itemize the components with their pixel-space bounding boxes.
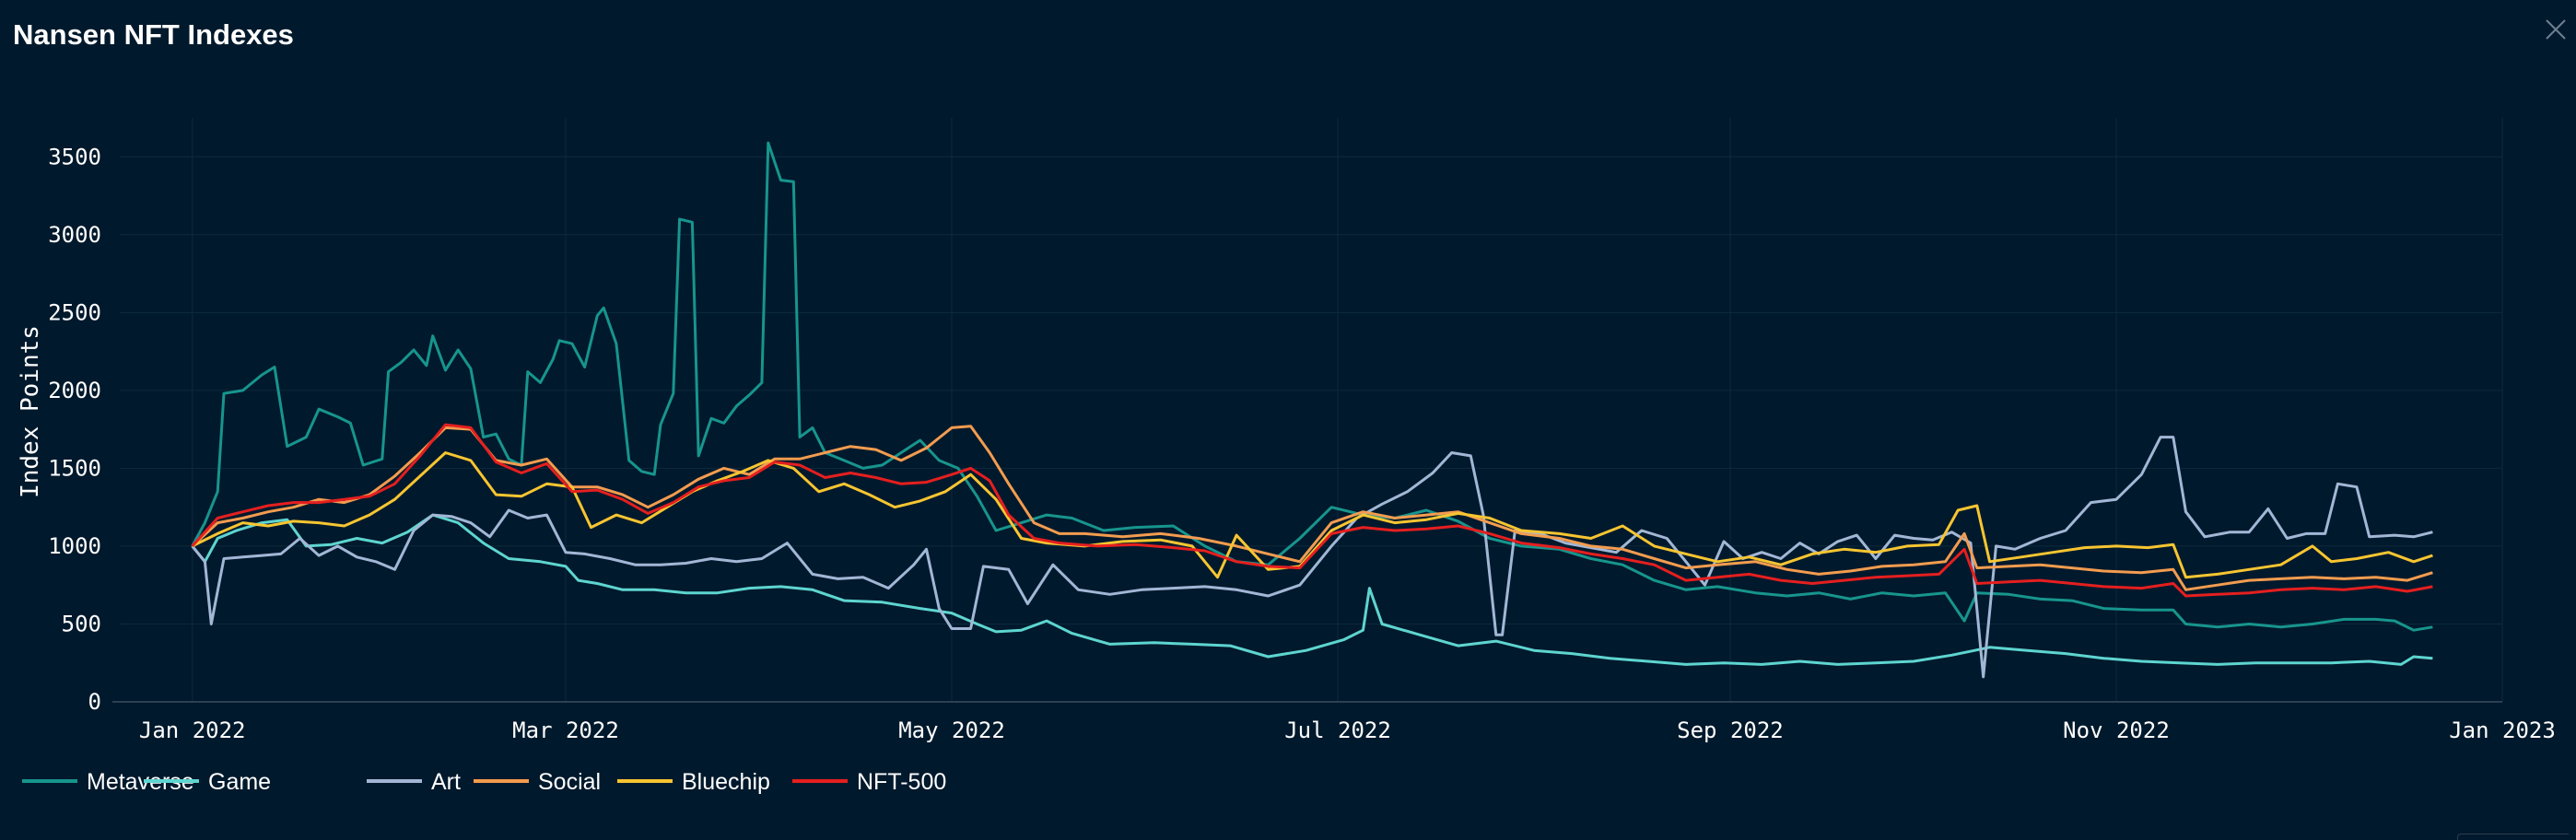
legend-item-art[interactable]: Art xyxy=(367,769,461,795)
series-line-social xyxy=(191,425,2433,591)
legend: Metaverse Game Art Social Bluechip NFT-500 xyxy=(22,769,946,795)
x-tick-label: Mar 2022 xyxy=(512,718,619,743)
close-button[interactable] xyxy=(2537,11,2574,48)
y-tick-label: 3500 xyxy=(48,144,101,169)
gridlines xyxy=(120,118,2503,702)
y-axis-title: Index Points xyxy=(17,325,44,498)
y-tick-label: 3000 xyxy=(48,222,101,248)
legend-item-bluechip[interactable]: Bluechip xyxy=(617,769,770,795)
y-tick-label: 0 xyxy=(88,689,101,715)
series-line-art xyxy=(191,436,2433,679)
series-line-nft-500 xyxy=(191,423,2433,598)
series-line-bluechip xyxy=(192,451,2433,579)
series-line-metaverse xyxy=(191,141,2433,632)
legend-item-nft-500[interactable]: NFT-500 xyxy=(792,769,946,795)
x-tick-label: Jul 2022 xyxy=(1284,718,1391,743)
x-tick-label: May 2022 xyxy=(898,718,1005,743)
x-tick-label: Jan 2023 xyxy=(2449,718,2556,743)
legend-label: NFT-500 xyxy=(857,769,946,795)
y-tick-label: 500 xyxy=(62,611,101,636)
y-tick-label: 2500 xyxy=(48,299,101,325)
legend-item-social[interactable]: Social xyxy=(474,769,601,795)
y-tick-label: 1000 xyxy=(48,533,101,559)
series-line-game xyxy=(191,513,2433,666)
legend-label: Game xyxy=(208,769,271,795)
legend-item-game[interactable]: Game xyxy=(144,769,271,795)
series-lines xyxy=(191,141,2433,679)
close-icon xyxy=(2546,19,2566,40)
x-tick-label: Jan 2022 xyxy=(139,718,246,743)
legend-label: Bluechip xyxy=(682,769,770,795)
legend-label: Art xyxy=(431,769,461,795)
x-tick-label: Sep 2022 xyxy=(1677,718,1784,743)
x-tick-label: Nov 2022 xyxy=(2063,718,2170,743)
legend-label: Social xyxy=(538,769,601,795)
page-title: Nansen NFT Indexes xyxy=(13,18,294,51)
y-tick-label: 1500 xyxy=(48,455,101,481)
y-tick-label: 2000 xyxy=(48,378,101,403)
axes: 0 500 1000 1500 2000 2500 3000 3500 Jan 2022 Mar … xyxy=(17,144,2556,743)
resize-handle[interactable] xyxy=(2457,834,2569,840)
